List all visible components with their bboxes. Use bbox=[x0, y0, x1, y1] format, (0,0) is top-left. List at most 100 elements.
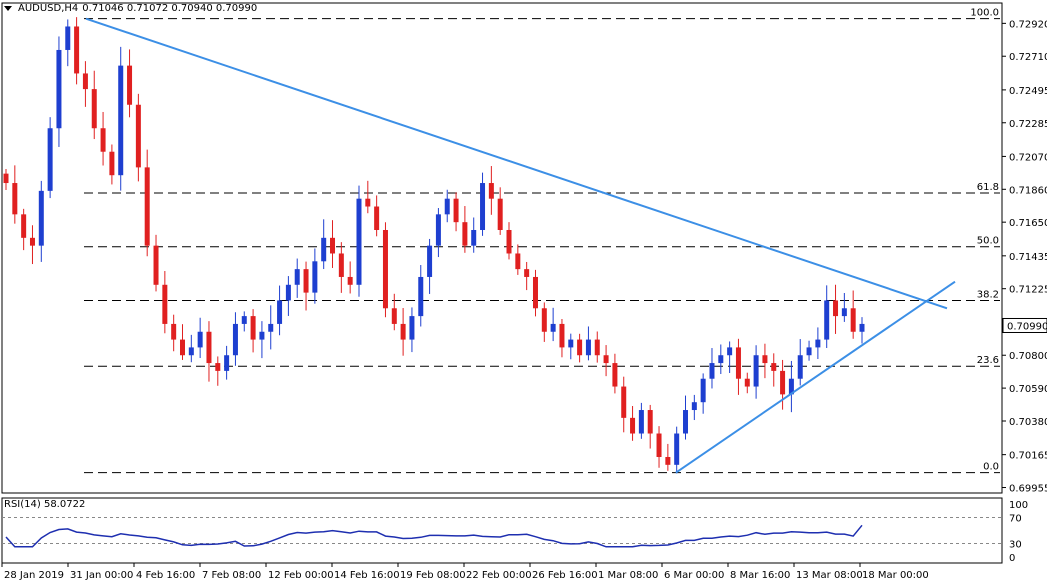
price-tick-label: 0.70380 bbox=[1009, 417, 1047, 428]
candle-bearish bbox=[171, 323, 177, 340]
rsi-scale-bottom: 0 bbox=[1009, 553, 1015, 564]
candle-bullish bbox=[859, 323, 865, 332]
price-tick-label: 0.71435 bbox=[1009, 252, 1047, 263]
current-price-label: 0.70990 bbox=[1007, 321, 1047, 332]
candle-bullish bbox=[727, 347, 733, 356]
candle-bullish bbox=[806, 347, 812, 356]
candle-bullish bbox=[259, 331, 265, 340]
candle-bullish bbox=[815, 339, 821, 348]
candle-bullish bbox=[683, 410, 689, 434]
candle-bearish bbox=[29, 237, 35, 246]
current-price-tag bbox=[1002, 317, 1047, 333]
candle-bearish bbox=[656, 433, 662, 457]
candle-bearish bbox=[338, 253, 344, 277]
time-tick-label: 13 Mar 08:00 bbox=[796, 570, 863, 581]
candle-bullish bbox=[550, 323, 556, 332]
candle-bearish bbox=[833, 300, 839, 317]
time-tick-label: 18 Mar 00:00 bbox=[862, 570, 929, 581]
symbol-label: AUDUSD,H4 bbox=[18, 3, 79, 14]
candle-bullish bbox=[471, 229, 477, 246]
price-tick-label: 0.72495 bbox=[1009, 86, 1047, 97]
candle-bearish bbox=[12, 183, 18, 215]
rsi-label: RSI(14) 58.0722 bbox=[4, 499, 86, 510]
candle-bearish bbox=[21, 214, 27, 238]
candle-bearish bbox=[630, 417, 636, 434]
candle-bearish bbox=[382, 229, 388, 309]
candle-bearish bbox=[603, 355, 609, 364]
candle-bullish bbox=[480, 183, 486, 230]
main-panel-frame bbox=[1, 2, 1003, 494]
time-tick-label: 4 Feb 16:00 bbox=[136, 570, 195, 581]
candle-bullish bbox=[285, 284, 291, 301]
rsi-scale-top: 100 bbox=[1009, 500, 1028, 511]
candle-bearish bbox=[577, 339, 583, 356]
candle-bullish bbox=[700, 378, 706, 403]
time-tick-label: 26 Feb 16:00 bbox=[532, 570, 598, 581]
candle-bearish bbox=[850, 308, 856, 332]
candle-bearish bbox=[453, 198, 459, 223]
candle-bullish bbox=[118, 65, 124, 176]
candle-bullish bbox=[294, 269, 300, 285]
candle-bullish bbox=[418, 276, 424, 317]
symbol-header: AUDUSD,H4 0.71046 0.71072 0.70940 0.7099… bbox=[4, 3, 257, 14]
price-tick-label: 0.72920 bbox=[1009, 19, 1047, 30]
candle-bearish bbox=[153, 245, 159, 285]
candle-bearish bbox=[206, 331, 212, 364]
candle-bearish bbox=[100, 128, 106, 152]
candle-bullish bbox=[427, 245, 433, 277]
candle-bullish bbox=[797, 355, 803, 379]
candle-bullish bbox=[409, 316, 415, 340]
fib-level-label: 23.6 bbox=[977, 355, 999, 366]
candle-bullish bbox=[568, 339, 574, 348]
fib-level-label: 61.8 bbox=[977, 182, 999, 193]
price-tick-label: 0.69955 bbox=[1009, 484, 1047, 495]
candle-bearish bbox=[391, 308, 397, 324]
candle-bearish bbox=[762, 355, 768, 364]
candle-bearish bbox=[524, 269, 530, 277]
candle-bearish bbox=[515, 253, 521, 270]
fib-level-label: 100.0 bbox=[970, 8, 999, 19]
candle-bearish bbox=[647, 410, 653, 434]
candle-bullish bbox=[444, 198, 450, 215]
price-tick-label: 0.71650 bbox=[1009, 218, 1047, 229]
candle-bearish bbox=[559, 323, 565, 348]
candle-bullish bbox=[188, 347, 194, 356]
candle-bullish bbox=[709, 363, 715, 379]
candle-bullish bbox=[753, 355, 759, 387]
dropdown-arrow-icon[interactable] bbox=[4, 6, 12, 11]
rsi-panel-frame bbox=[1, 497, 1003, 564]
candle-bearish bbox=[400, 323, 406, 340]
price-tick-label: 0.71860 bbox=[1009, 185, 1047, 196]
candle-bullish bbox=[356, 198, 362, 285]
time-tick-label: 7 Feb 08:00 bbox=[202, 570, 261, 581]
candle-bullish bbox=[47, 128, 53, 191]
candle-bullish bbox=[788, 378, 794, 395]
candle-bullish bbox=[232, 323, 238, 356]
candle-bearish bbox=[135, 104, 141, 168]
candle-bullish bbox=[38, 190, 44, 246]
candle-bullish bbox=[691, 402, 697, 411]
price-tick-label: 0.72285 bbox=[1009, 119, 1047, 130]
ascending-trendline bbox=[675, 280, 956, 474]
price-tick-label: 0.70800 bbox=[1009, 351, 1047, 362]
time-tick-label: 1 Mar 08:00 bbox=[598, 570, 658, 581]
time-tick-label: 28 Jan 2019 bbox=[4, 570, 64, 581]
candle-bearish bbox=[250, 316, 256, 340]
candle-bullish bbox=[718, 355, 724, 364]
time-tick-label: 12 Feb 00:00 bbox=[268, 570, 334, 581]
candle-bearish bbox=[462, 222, 468, 246]
candle-bullish bbox=[224, 355, 230, 371]
candle-bullish bbox=[268, 323, 274, 332]
fib-level-label: 38.2 bbox=[977, 289, 999, 300]
candle-bullish bbox=[277, 300, 283, 324]
fib-level-label: 0.0 bbox=[983, 462, 999, 473]
time-tick-label: 8 Mar 16:00 bbox=[730, 570, 790, 581]
candle-bearish bbox=[612, 363, 618, 387]
rsi-level-label: 70 bbox=[1009, 514, 1022, 525]
candle-bearish bbox=[665, 456, 671, 465]
candle-bullish bbox=[65, 26, 71, 50]
price-tick-label: 0.72710 bbox=[1009, 52, 1047, 63]
candle-bearish bbox=[109, 151, 115, 176]
